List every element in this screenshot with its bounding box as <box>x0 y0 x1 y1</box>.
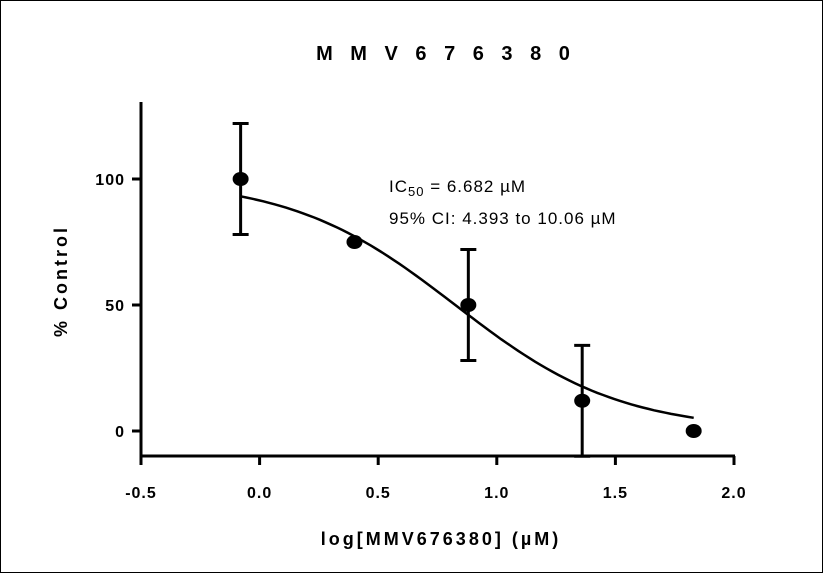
chart-title: M M V 6 7 6 3 8 0 <box>316 43 576 65</box>
x-tick-label: 1.0 <box>484 485 509 502</box>
ci-annotation: 95% CI: 4.393 to 10.06 µM <box>389 209 617 228</box>
x-tick-label: 0.0 <box>247 485 272 502</box>
x-tick-label: -0.5 <box>125 485 157 502</box>
axes <box>139 102 735 458</box>
error-bars <box>232 122 591 458</box>
data-point <box>574 393 591 408</box>
ic50-subscript: 50 <box>408 184 424 199</box>
ticks: -0.5 0.0 0.5 1.0 1.5 2.0 0 50 100 <box>95 172 746 502</box>
x-tick-label: 1.5 <box>603 485 628 502</box>
ic50-annotation: IC50 = 6.682 µM <box>389 177 526 199</box>
x-tick-label: 2.0 <box>721 485 746 502</box>
y-tick-label: 100 <box>95 172 125 189</box>
data-point <box>232 172 249 186</box>
y-tick-label: 0 <box>115 424 125 441</box>
ic50-prefix: IC <box>389 177 408 196</box>
data-point <box>685 424 702 438</box>
data-point <box>460 298 477 312</box>
x-axis-label: log[MMV676380] (µM) <box>321 529 561 549</box>
data-point <box>346 235 363 249</box>
x-tick-label: 0.5 <box>366 485 391 502</box>
ic50-value: = 6.682 µM <box>424 177 526 196</box>
y-tick-label: 50 <box>105 298 125 315</box>
y-axis-label: % Control <box>51 225 71 337</box>
data-points <box>232 172 702 438</box>
